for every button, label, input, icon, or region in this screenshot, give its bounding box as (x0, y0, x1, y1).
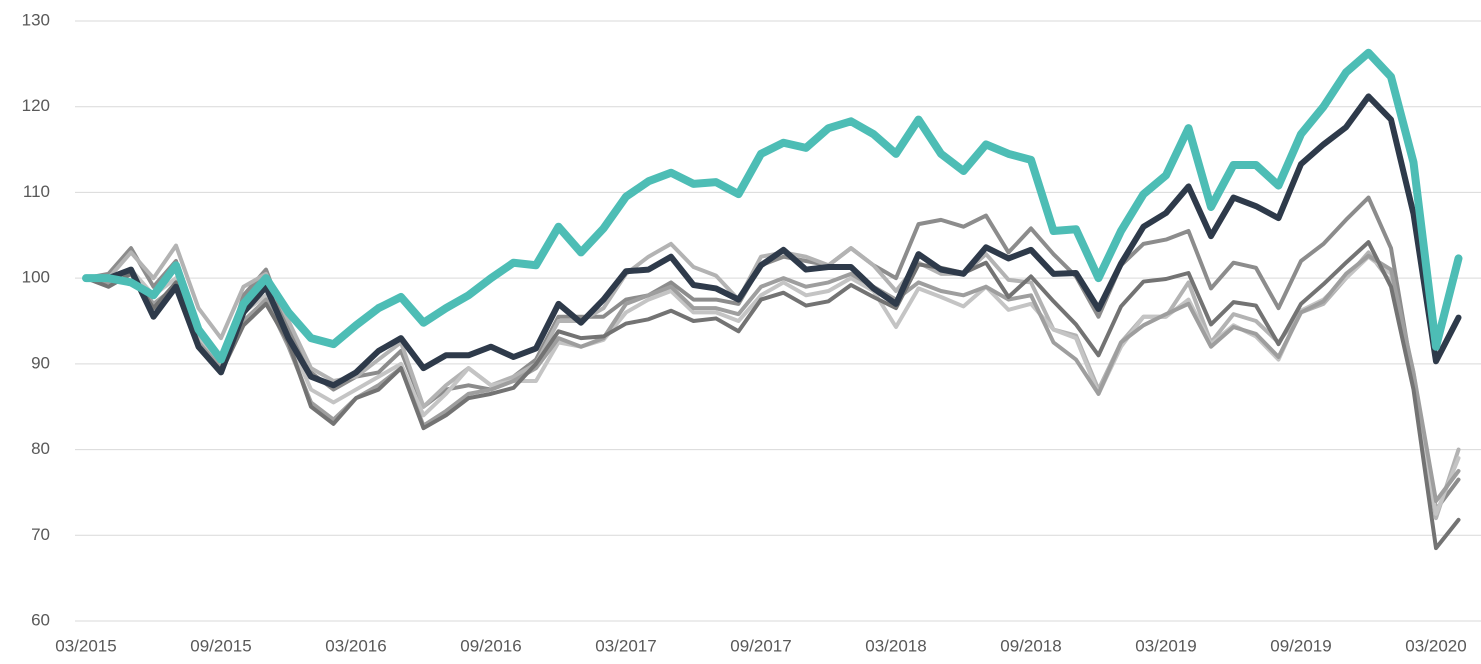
y-tick-label: 70 (31, 525, 50, 544)
x-tick-label: 09/2015 (190, 636, 251, 655)
x-tick-label: 09/2016 (460, 636, 521, 655)
line-series (83, 93, 1462, 389)
y-tick-label: 90 (31, 353, 50, 372)
line-series (84, 253, 1461, 503)
x-tick-label: 09/2019 (1270, 636, 1331, 655)
x-tick-label: 09/2017 (730, 636, 791, 655)
y-tick-label: 60 (31, 610, 50, 629)
line-series (84, 240, 1461, 551)
x-tick-label: 03/2018 (865, 636, 926, 655)
x-tick-label: 03/2017 (595, 636, 656, 655)
y-tick-label: 120 (22, 96, 50, 115)
x-tick-label: 03/2016 (325, 636, 386, 655)
y-tick-label: 130 (22, 10, 50, 29)
x-tick-label: 03/2019 (1135, 636, 1196, 655)
line-series (84, 241, 1461, 521)
x-tick-label: 03/2020 (1405, 636, 1466, 655)
line-series (82, 48, 1463, 364)
x-tick-label: 03/2015 (55, 636, 116, 655)
y-tick-label: 110 (23, 182, 50, 201)
y-tick-label: 100 (22, 268, 50, 287)
x-tick-label: 09/2018 (1000, 636, 1061, 655)
y-tick-label: 80 (31, 439, 50, 458)
